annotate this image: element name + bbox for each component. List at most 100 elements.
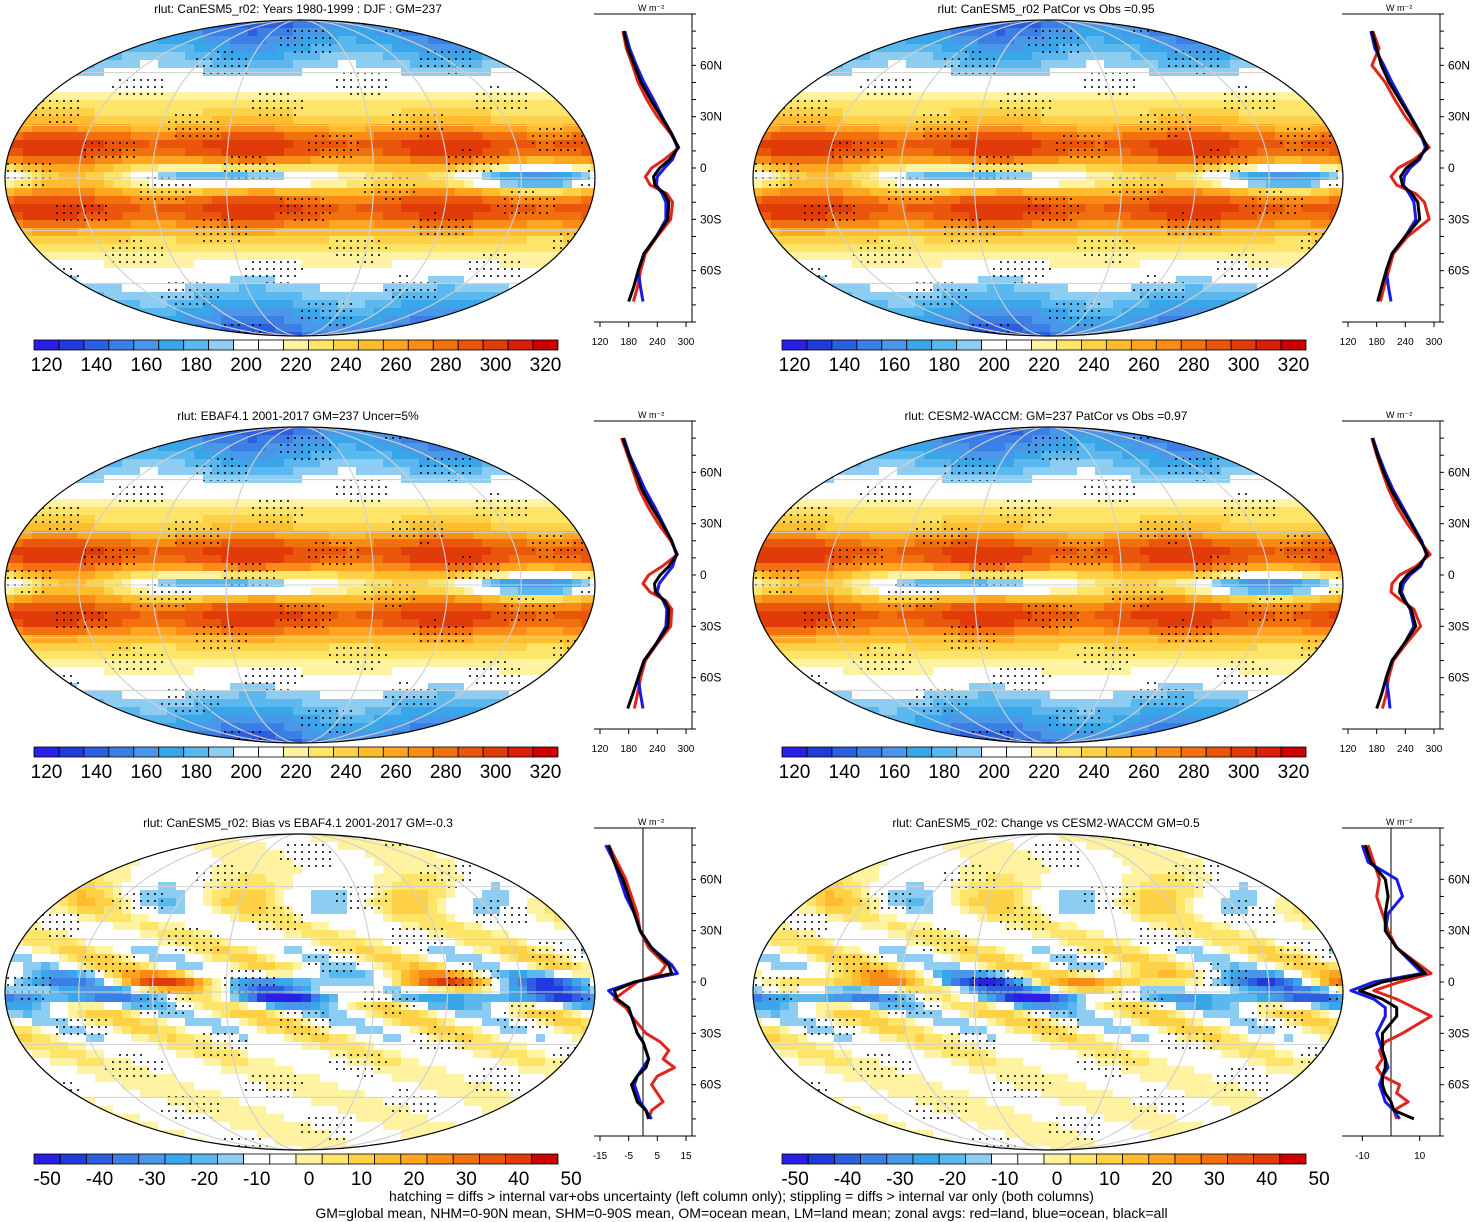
colorbar-tick-label: 220: [280, 355, 312, 376]
colorbar-tick-label: 240: [1078, 355, 1110, 376]
colorbar-tick-label: 180: [180, 762, 212, 783]
colorbar-tick-label: 160: [878, 762, 910, 783]
colorbar-swatch: [433, 340, 458, 350]
colorbar-swatch: [159, 747, 184, 757]
colorbar-tick-label: 220: [280, 762, 312, 783]
zonal-series-ocean: [1371, 31, 1426, 301]
colorbar-swatch: [217, 1154, 243, 1164]
colorbar-swatch: [1281, 340, 1306, 350]
colorbar-swatch: [533, 747, 558, 757]
colorbar-tick-label: 240: [1078, 762, 1110, 783]
colorbar-swatch: [1056, 340, 1081, 350]
colorbar-swatch: [1281, 747, 1306, 757]
colorbar-swatch: [375, 1154, 401, 1164]
colorbar-swatch: [1096, 1154, 1122, 1164]
colorbar-swatch: [479, 1154, 505, 1164]
zonal-x-tick-label: 300: [1426, 744, 1443, 755]
colorbar-tick-label: 180: [928, 355, 960, 376]
colorbar-tick-label: 220: [1028, 355, 1060, 376]
latitude-tick-label: 30N: [1448, 924, 1470, 938]
colorbar-swatch: [939, 1154, 965, 1164]
zonal-x-tick-label: 120: [592, 337, 609, 348]
world-map: [750, 423, 1346, 747]
colorbar-swatch: [270, 1154, 296, 1164]
colorbar-swatch: [1181, 340, 1206, 350]
colorbar-swatch: [532, 1154, 558, 1164]
zonal-x-tick-label: 300: [1426, 337, 1443, 348]
colorbar-tick-label: -40: [834, 1169, 861, 1190]
zonal-x-tick-label: 300: [678, 337, 695, 348]
colorbar-swatch: [782, 1154, 808, 1164]
colorbar-tick-label: 200: [978, 355, 1010, 376]
colorbar-tick-label: 300: [480, 762, 512, 783]
zonal-unit-label: W m⁻²: [638, 410, 664, 420]
latitude-tick-label: 30N: [700, 924, 722, 938]
colorbar-swatch: [857, 747, 882, 757]
zonal-x-tick-label: 120: [592, 744, 609, 755]
colorbar-tick-label: 320: [1278, 355, 1310, 376]
zonal-x-tick-label: -5: [624, 1151, 633, 1162]
zonal-x-tick-label: -15: [593, 1151, 608, 1162]
panel-reference-model: rlut: CESM2-WACCM: GM=237 PatCor vs Obs …: [748, 407, 1483, 807]
colorbar-swatch: [506, 1154, 532, 1164]
colorbar-swatch: [358, 747, 383, 757]
colorbar-swatch: [1131, 747, 1156, 757]
colorbar-tick-label: -10: [243, 1169, 270, 1190]
zonal-x-tick-label: 240: [649, 744, 666, 755]
colorbar-swatch: [483, 340, 508, 350]
colorbar-swatch: [1201, 1154, 1227, 1164]
colorbar-tick-label: 120: [780, 762, 810, 783]
latitude-tick-label: 60S: [1448, 1078, 1469, 1092]
panel-title: rlut: EBAF4.1 2001-2017 GM=237 Uncer=5%: [0, 409, 596, 423]
colorbar-swatch: [483, 747, 508, 757]
latitude-tick-label: 30N: [1448, 110, 1470, 124]
latitude-tick-label: 0: [700, 161, 707, 175]
colorbar-swatch: [957, 747, 982, 757]
latitude-tick-label: 30S: [700, 212, 721, 226]
colorbar-swatch: [508, 747, 533, 757]
zonal-series-all: [624, 31, 679, 301]
colorbar-swatch: [165, 1154, 191, 1164]
world-map: [750, 830, 1346, 1154]
colorbar-tick-label: 200: [230, 762, 262, 783]
colorbar-tick-label: 300: [1228, 355, 1260, 376]
world-map: [2, 423, 598, 747]
latitude-tick-label: 0: [700, 568, 707, 582]
zonal-x-tick-label: -10: [1355, 1151, 1370, 1162]
colorbar-swatch: [1181, 747, 1206, 757]
world-map: [2, 16, 598, 340]
zonal-x-tick-label: 180: [620, 337, 637, 348]
colorbar-swatch: [308, 340, 333, 350]
colorbar-swatch: [383, 340, 408, 350]
zonal-series-land: [1372, 31, 1429, 301]
world-map: [2, 830, 598, 1154]
colorbar-tick-label: 160: [130, 762, 162, 783]
panel-title: rlut: CanESM5_r02: Bias vs EBAF4.1 2001-…: [0, 816, 596, 830]
colorbar-swatch: [1156, 747, 1181, 757]
colorbar-swatch: [284, 747, 309, 757]
colorbar-tick-label: 30: [456, 1169, 477, 1190]
colorbar-swatch: [1256, 747, 1281, 757]
colorbar-swatch: [333, 340, 358, 350]
colorbar-swatch: [807, 340, 832, 350]
colorbar-swatch: [259, 747, 284, 757]
colorbar-swatch: [34, 747, 59, 757]
colorbar-swatch: [1206, 340, 1231, 350]
colorbar-swatch: [1149, 1154, 1175, 1164]
colorbar-swatch: [408, 340, 433, 350]
latitude-tick-label: 60N: [700, 58, 722, 72]
colorbar-tick-label: 0: [1052, 1169, 1063, 1190]
colorbar-swatch: [60, 1154, 86, 1164]
colorbar-swatch: [965, 1154, 991, 1164]
colorbar-swatch: [1227, 1154, 1253, 1164]
colorbar-swatch: [807, 747, 832, 757]
colorbar-swatch: [134, 747, 159, 757]
colorbar-swatch: [159, 340, 184, 350]
colorbar-swatch: [322, 1154, 348, 1164]
colorbar-swatch: [84, 340, 109, 350]
colorbar-swatch: [1175, 1154, 1201, 1164]
zonal-x-tick-label: 5: [655, 1151, 661, 1162]
colorbar-swatch: [1081, 747, 1106, 757]
